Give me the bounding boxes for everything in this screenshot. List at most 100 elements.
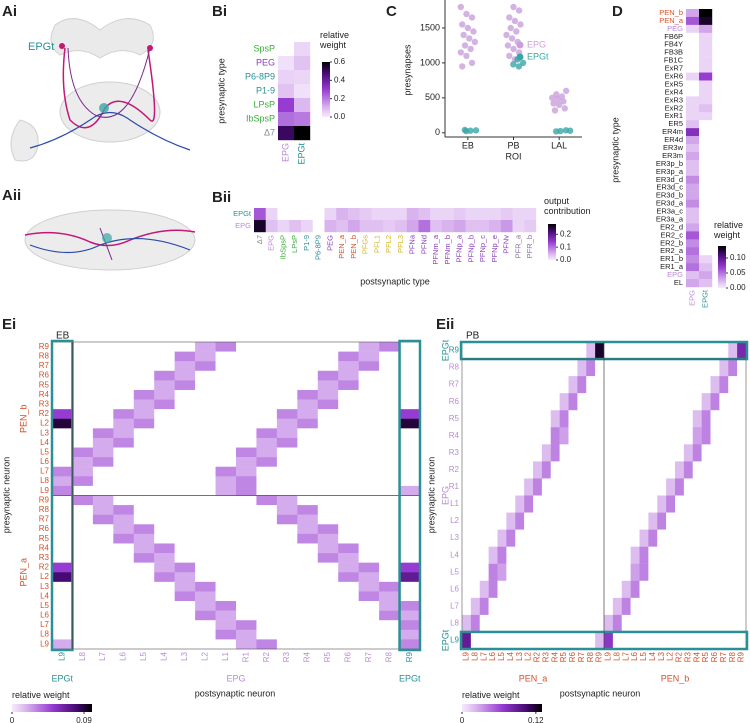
heatmap-cell (236, 591, 257, 602)
column-label: R8 (586, 651, 595, 662)
heatmap-cell (506, 546, 516, 564)
heatmap-cell (317, 485, 339, 496)
heatmap-cell (559, 461, 569, 479)
heatmap-cell (477, 208, 490, 221)
heatmap-cell (604, 529, 614, 547)
heatmap-cell (666, 376, 676, 394)
heatmap-cell (470, 563, 480, 581)
heatmap-cell (675, 461, 685, 479)
heatmap-cell (113, 361, 134, 371)
heatmap-cell (639, 563, 649, 581)
column-label: PEN_b (349, 235, 358, 259)
heatmap-cell (195, 639, 216, 650)
heatmap-cell (506, 495, 516, 513)
heatmap-cell (630, 563, 640, 581)
heatmap-cell (52, 629, 73, 640)
data-point (506, 14, 513, 21)
data-point (468, 59, 476, 67)
heatmap-cell (379, 457, 400, 467)
heatmap-cell (113, 399, 134, 410)
heatmap-cell (719, 580, 729, 599)
row-label: R2 (449, 465, 460, 474)
heatmap-cell (256, 418, 278, 429)
heatmap-cell (648, 495, 658, 513)
heatmap-cell (297, 591, 318, 602)
heatmap-cell (657, 359, 667, 377)
x-tick-label: EB (462, 140, 474, 150)
heatmap-cell (630, 427, 640, 445)
heatmap-cell (297, 370, 318, 381)
heatmap-cell (215, 639, 237, 650)
heatmap-cell (500, 220, 513, 233)
heatmap-cell (113, 610, 134, 621)
heatmap-cell (113, 553, 134, 563)
heatmap-cell (515, 563, 525, 581)
heatmap-cell (577, 342, 587, 360)
heatmap-cell (699, 104, 713, 113)
column-label: R6 (568, 651, 577, 662)
row-label: ER3d_c (656, 183, 683, 192)
data-point (513, 28, 520, 35)
heatmap-cell (399, 342, 421, 352)
data-point (554, 96, 561, 103)
heatmap-cell (462, 546, 472, 564)
row-label: ER3d_b (656, 191, 683, 200)
heatmap-cell (497, 478, 507, 496)
heatmap-cell (297, 514, 318, 525)
heatmap-cell (497, 631, 507, 650)
heatmap-cell (479, 614, 489, 633)
heatmap-cell (604, 359, 614, 377)
heatmap-cell (338, 361, 359, 371)
column-group-label: EPGt (399, 673, 421, 683)
column-label: L3 (180, 651, 189, 660)
heatmap-cell (497, 495, 507, 513)
heatmap-cell (317, 399, 339, 410)
heatmap-cell (568, 444, 578, 462)
row-label: IbSpsP (246, 113, 275, 123)
heatmap-cell (686, 136, 700, 145)
heatmap-cell (737, 393, 747, 411)
heatmap-cell (52, 495, 73, 506)
colorbar (548, 224, 556, 260)
heatmap-cell (297, 562, 318, 573)
heatmap-cell (215, 581, 237, 592)
heatmap-cell (699, 247, 713, 256)
heatmap-cell (657, 631, 667, 650)
heatmap-cell (174, 428, 196, 439)
heatmap-cell (133, 629, 155, 640)
heatmap-cell (462, 427, 472, 445)
heatmap-cell (379, 370, 400, 381)
heatmap-cell (719, 427, 729, 445)
heatmap-cell (297, 601, 318, 611)
heatmap-cell (701, 529, 711, 547)
heatmap-cell (297, 476, 318, 487)
heatmap-cell (453, 220, 466, 233)
heatmap-cell (338, 533, 359, 544)
heatmap-cell (648, 410, 658, 428)
heatmap-cell (294, 70, 311, 85)
heatmap-cell (359, 208, 372, 221)
heatmap-cell (379, 409, 400, 419)
heatmap-cell (312, 208, 325, 221)
heatmap-cell (612, 427, 622, 445)
heatmap-cell (533, 478, 543, 496)
heatmap-cell (154, 466, 175, 477)
data-point (562, 87, 570, 95)
row-label: R2 (39, 409, 50, 418)
heatmap-cell (195, 610, 216, 621)
heatmap-cell (595, 393, 605, 411)
row-label: SpsP (253, 43, 275, 53)
heatmap-cell (621, 631, 631, 650)
colorbar-label: relative weight (320, 30, 350, 50)
heatmap-cell (699, 56, 713, 65)
heatmap-cell (113, 524, 134, 535)
heatmap-cell (586, 427, 596, 445)
heatmap-cell (195, 437, 216, 448)
heatmap-cell (666, 342, 676, 360)
heatmap-cell (488, 597, 498, 616)
heatmap-cell (236, 533, 257, 544)
heatmap-cell (710, 376, 720, 394)
data-point (472, 127, 480, 134)
column-label: R5 (701, 651, 710, 662)
heatmap-cell (399, 409, 421, 419)
